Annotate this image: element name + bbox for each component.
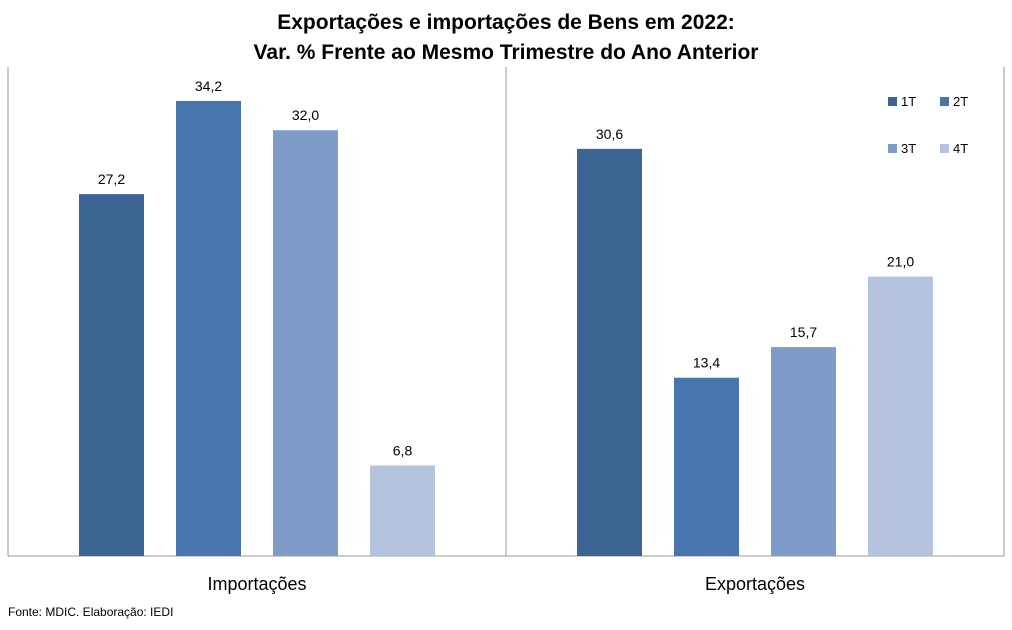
bar-3T-1: [771, 347, 836, 556]
data-label: 21,0: [887, 254, 914, 270]
data-label: 13,4: [693, 355, 720, 371]
legend-label: 3T: [901, 141, 916, 156]
data-label: 6,8: [393, 443, 413, 459]
bar-1T-1: [577, 148, 642, 556]
bar-4T-0: [370, 465, 435, 556]
legend-label: 1T: [901, 94, 916, 109]
data-label: 34,2: [195, 78, 222, 94]
bar-2T-1: [674, 377, 739, 556]
source-note: Fonte: MDIC. Elaboração: IEDI: [8, 605, 174, 619]
legend-label: 4T: [953, 141, 968, 156]
bar-3T-0: [273, 130, 338, 556]
chart-title: Exportações e importações de Bens em 202…: [0, 8, 1012, 68]
data-label: 30,6: [596, 126, 623, 142]
legend-label: 2T: [953, 94, 968, 109]
bar-1T-0: [79, 194, 144, 557]
chart-title-line-2: Var. % Frente ao Mesmo Trimestre do Ano …: [253, 41, 759, 64]
data-label: 32,0: [292, 107, 319, 123]
category-label: Importações: [207, 574, 306, 594]
category-label: Exportações: [705, 574, 805, 594]
data-label: 27,2: [98, 171, 125, 187]
legend-swatch: [940, 97, 949, 106]
bar-2T-0: [176, 100, 241, 556]
legend-swatch: [888, 144, 897, 153]
bar-4T-1: [868, 276, 933, 556]
legend-swatch: [940, 144, 949, 153]
legend-swatch: [888, 97, 897, 106]
data-label: 15,7: [790, 324, 817, 340]
chart-title-line-1: Exportações e importações de Bens em 202…: [277, 11, 735, 34]
